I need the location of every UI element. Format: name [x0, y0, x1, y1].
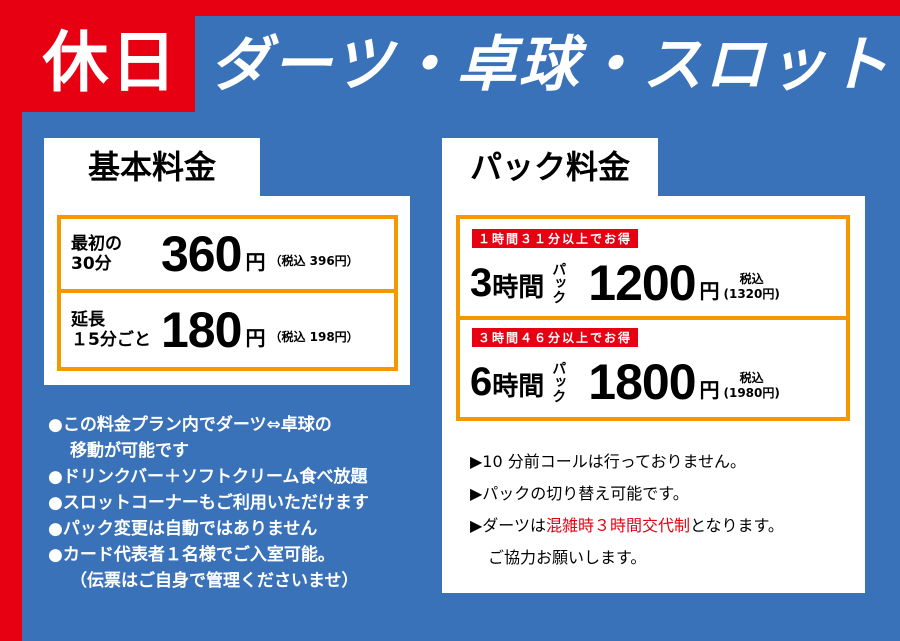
pack-row-6h: ３時間４６分以上でお得 6時間 パック 1800 円 税込 (1980円)	[460, 320, 846, 417]
pack-note: ▶ダーツは混雑時３時間交代制となります。	[470, 510, 784, 542]
note-highlight: 混雑時３時間交代制	[546, 516, 691, 535]
hours-number: 3	[470, 260, 493, 305]
tax-label: 税込	[739, 272, 764, 286]
row-label: 最初の	[71, 234, 122, 254]
hours-unit: 時間	[492, 370, 545, 401]
pack-hours: 6時間	[470, 360, 544, 405]
pack-pricing-tab: パック料金	[442, 138, 658, 198]
note-item: 移動が可能です	[70, 441, 189, 461]
yen: 円	[699, 278, 720, 303]
note-item: ●スロットコーナーもご利用いただけます	[48, 493, 369, 513]
tax-price: （税込 198円）	[269, 329, 359, 344]
page-title: ダーツ・卓球・スロット	[209, 30, 891, 100]
tax-price: (1980円)	[723, 386, 780, 400]
pack-pricing-card: １時間３１分以上でお得 3時間 パック 1200 円 税込 (1320円) ３時間…	[442, 196, 865, 593]
price-row-first: 最初の 30分 360 円 （税込 396円）	[61, 219, 394, 293]
row-label: 延長	[71, 310, 105, 330]
note-item: ●ドリンクバー＋ソフトクリーム食べ放題	[48, 467, 368, 487]
price: 360	[161, 226, 242, 282]
pack-row-3h: １時間３１分以上でお得 3時間 パック 1200 円 税込 (1320円)	[460, 219, 846, 320]
pack-hours: 3時間	[470, 261, 544, 306]
pack-note: ご協力お願いします。	[488, 548, 647, 567]
tax-price: (1320円)	[723, 287, 780, 301]
pack-notes: ▶10 分前コールは行っておりません。 ▶パックの切り替え可能です。 ▶ダーツは…	[470, 446, 784, 574]
price-row-extension: 延長 １5分ごと 180 円 （税込 198円）	[61, 293, 394, 367]
notes-list: ●この料金プラン内でダーツ⇔卓球の 移動が可能です ●ドリンクバー＋ソフトクリー…	[48, 412, 369, 594]
note-item: ●カード代表者１名様でご入室可能。	[48, 545, 335, 565]
price: 1800	[588, 354, 696, 410]
price: 1200	[588, 255, 696, 311]
yen: 円	[699, 377, 720, 402]
yen: 円	[245, 249, 266, 274]
note-item: ●この料金プラン内でダーツ⇔卓球の	[48, 415, 332, 435]
hours-number: 6	[470, 359, 493, 404]
holiday-label: 休日	[42, 24, 179, 101]
basic-pricing-tab: 基本料金	[44, 138, 260, 198]
row-label: 30分	[71, 254, 112, 274]
tax-price: （税込 396円）	[269, 253, 359, 268]
tax-label: 税込	[739, 371, 764, 385]
pack-note: ▶パックの切り替え可能です。	[470, 484, 689, 503]
deal-badge: １時間３１分以上でお得	[472, 229, 639, 248]
pack-label: パック	[550, 262, 567, 304]
basic-pricing-card: 最初の 30分 360 円 （税込 396円） 延長 １5分ごと 180 円 （税込…	[44, 196, 410, 385]
price: 180	[161, 302, 242, 358]
hours-unit: 時間	[492, 271, 545, 302]
row-label: １5分ごと	[71, 330, 151, 350]
note-item: ●パック変更は自動ではありません	[48, 519, 318, 539]
note-text: ▶ダーツは	[470, 516, 546, 535]
deal-badge: ３時間４６分以上でお得	[472, 328, 639, 347]
note-text: となります。	[690, 516, 784, 535]
note-item: （伝票はご自身で管理くださいませ）	[70, 571, 359, 591]
header-band	[195, 16, 900, 116]
pack-note: ▶10 分前コールは行っておりません。	[470, 452, 746, 471]
pack-label: パック	[550, 361, 567, 403]
yen: 円	[245, 325, 266, 350]
